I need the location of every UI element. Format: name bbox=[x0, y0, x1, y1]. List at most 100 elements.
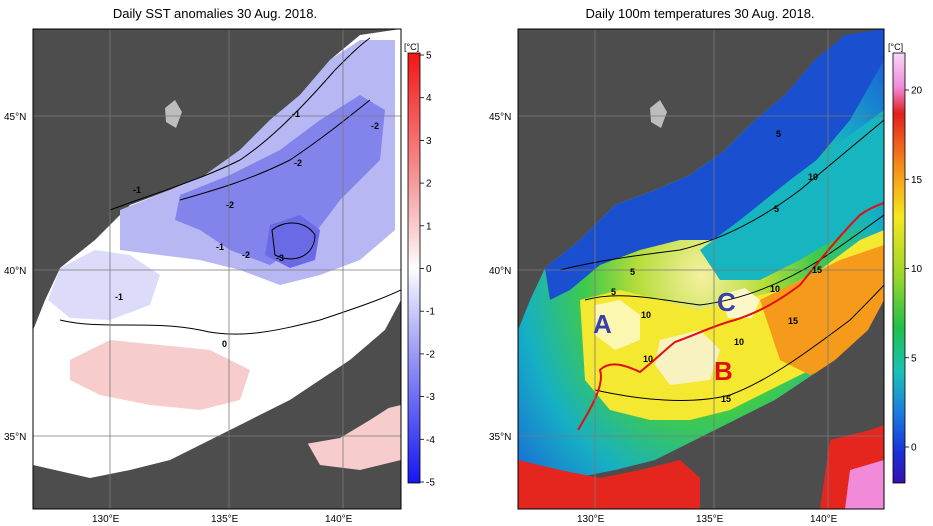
left-colorbar-tick-label: 1 bbox=[426, 221, 432, 232]
left-colorbar-tick-label: 5 bbox=[426, 51, 432, 62]
left-lat-label: 40°N bbox=[4, 266, 26, 277]
right-korean-peninsula bbox=[518, 240, 545, 330]
right-lon-label: 140°E bbox=[810, 514, 838, 525]
left-lon-label: 135°E bbox=[211, 514, 239, 525]
left-grid bbox=[33, 29, 401, 509]
left-lon-label: 130°E bbox=[92, 514, 120, 525]
right-colorbar-tick-label: 5 bbox=[911, 353, 917, 364]
right-colorbar-tick-label: 0 bbox=[911, 443, 917, 454]
left-contour-zero bbox=[59, 289, 401, 335]
left-strong-negative-zone bbox=[175, 95, 385, 265]
left-contour-label: 0 bbox=[222, 339, 227, 349]
left-colorbar-unit: [°C] bbox=[404, 42, 419, 52]
right-colorbar-tick-label: 20 bbox=[911, 86, 923, 97]
left-lon-labels: 130°E 135°E 140°E bbox=[92, 514, 353, 525]
right-cold-water-zone bbox=[545, 29, 884, 300]
left-contour-minus3 bbox=[271, 222, 316, 260]
right-warm-orange-zone bbox=[760, 245, 884, 375]
left-panel-title: Daily SST anomalies 30 Aug. 2018. bbox=[112, 6, 318, 21]
left-colorbar-tick-label: 0 bbox=[426, 264, 432, 275]
left-contour-label: -2 bbox=[242, 250, 250, 260]
left-colorbar-tick-label: -5 bbox=[426, 478, 435, 489]
right-contour-labels: 5 10 5 5 15 10 10 10 15 10 15 5 bbox=[611, 129, 822, 404]
region-label-c: C bbox=[717, 287, 736, 317]
right-contour-label: 10 bbox=[643, 354, 653, 364]
right-lon-label: 130°E bbox=[577, 514, 605, 525]
left-korean-peninsula bbox=[33, 240, 60, 330]
right-contour-label: 10 bbox=[641, 310, 651, 320]
left-strongest-negative-zone bbox=[265, 215, 320, 268]
right-contour-label: 5 bbox=[774, 204, 779, 214]
left-positive-anomaly-east bbox=[300, 405, 401, 470]
right-sakhalin-island bbox=[650, 100, 667, 128]
right-warm-eddy-b bbox=[655, 330, 720, 385]
right-hot-red-zone bbox=[518, 460, 700, 509]
left-map-frame bbox=[32, 28, 402, 510]
left-lon-label: 140°E bbox=[325, 514, 353, 525]
right-colorbar-tick-label: 15 bbox=[911, 175, 923, 186]
right-map: 5 10 5 5 15 10 10 10 15 10 15 5 A C B bbox=[518, 29, 884, 509]
left-contour-label: -2 bbox=[294, 158, 302, 168]
right-colorbar bbox=[892, 52, 906, 484]
left-contour-label: -1 bbox=[115, 292, 123, 302]
left-contour-minus1 bbox=[109, 37, 371, 211]
right-colorbar-unit: [°C] bbox=[888, 42, 903, 52]
left-colorbar-tick-label: 3 bbox=[426, 136, 432, 147]
right-polar-front-line bbox=[577, 202, 884, 431]
right-panel-title: Daily 100m temperatures 30 Aug. 2018. bbox=[585, 6, 815, 21]
right-contour-label: 15 bbox=[721, 394, 731, 404]
left-weak-negative-west bbox=[48, 250, 160, 320]
left-colorbar-tick-label: -1 bbox=[426, 307, 435, 318]
right-lat-labels: 45°N 40°N 35°N bbox=[489, 112, 511, 443]
region-label-b: B bbox=[714, 356, 733, 386]
left-colorbar-tick-label: -2 bbox=[426, 349, 435, 360]
right-warm-eddy-a bbox=[595, 300, 640, 350]
left-colorbar-tick-label: 4 bbox=[426, 93, 432, 104]
left-contour-label: -2 bbox=[371, 121, 379, 131]
right-japan-honshu bbox=[735, 300, 884, 445]
right-colorbar-tick-label: 10 bbox=[911, 264, 923, 275]
left-map: -1 -2 -1 -2 -2 -1 -2 -3 -1 0 bbox=[33, 29, 401, 509]
right-contour-15 bbox=[594, 284, 884, 401]
right-lat-label: 40°N bbox=[489, 266, 511, 277]
left-positive-anomaly-zone bbox=[70, 340, 250, 410]
left-contour-label: -1 bbox=[292, 109, 300, 119]
left-contour-label: -3 bbox=[276, 253, 284, 263]
left-lat-labels: 45°N 40°N 35°N bbox=[4, 112, 26, 443]
region-label-a: A bbox=[593, 309, 612, 339]
left-contour-label: -2 bbox=[226, 200, 234, 210]
left-contour-label: -1 bbox=[216, 242, 224, 252]
right-colorbar-ticks: 20 15 10 5 0 bbox=[905, 86, 923, 454]
right-lat-label: 45°N bbox=[489, 112, 511, 123]
right-grid bbox=[518, 29, 884, 509]
right-contour-label: 15 bbox=[812, 265, 822, 275]
left-japan-honshu bbox=[250, 300, 401, 445]
left-colorbar-tick-label: 2 bbox=[426, 179, 432, 190]
left-contour-minus2 bbox=[179, 99, 371, 201]
left-colorbar-tick-label: -3 bbox=[426, 392, 435, 403]
right-contour-label: 10 bbox=[808, 172, 818, 182]
left-sakhalin-island bbox=[165, 100, 182, 128]
left-colorbar-tick-label: -4 bbox=[426, 435, 435, 446]
right-lon-label: 135°E bbox=[696, 514, 724, 525]
right-contour-label: 5 bbox=[611, 287, 616, 297]
right-map-frame bbox=[517, 28, 885, 510]
left-colorbar-ticks: 5 4 3 2 1 0 -1 -2 -3 -4 -5 bbox=[420, 51, 435, 489]
left-contour-labels: -1 -2 -1 -2 -2 -1 -2 -3 -1 0 bbox=[115, 109, 379, 349]
right-lat-label: 35°N bbox=[489, 432, 511, 443]
right-pink-zone bbox=[845, 460, 884, 509]
left-contour-label: -1 bbox=[133, 185, 141, 195]
right-contour-10 bbox=[584, 214, 884, 306]
right-contour-label: 5 bbox=[776, 129, 781, 139]
right-contour-label: 10 bbox=[770, 284, 780, 294]
right-contour-5 bbox=[559, 119, 884, 271]
left-lat-label: 35°N bbox=[4, 432, 26, 443]
right-contour-label: 10 bbox=[734, 337, 744, 347]
left-colorbar bbox=[407, 52, 421, 484]
right-contour-label: 5 bbox=[630, 267, 635, 277]
right-lon-labels: 130°E 135°E 140°E bbox=[577, 514, 838, 525]
right-teal-zone bbox=[700, 110, 884, 280]
right-warm-eddy-c bbox=[720, 288, 760, 318]
left-lat-label: 45°N bbox=[4, 112, 26, 123]
